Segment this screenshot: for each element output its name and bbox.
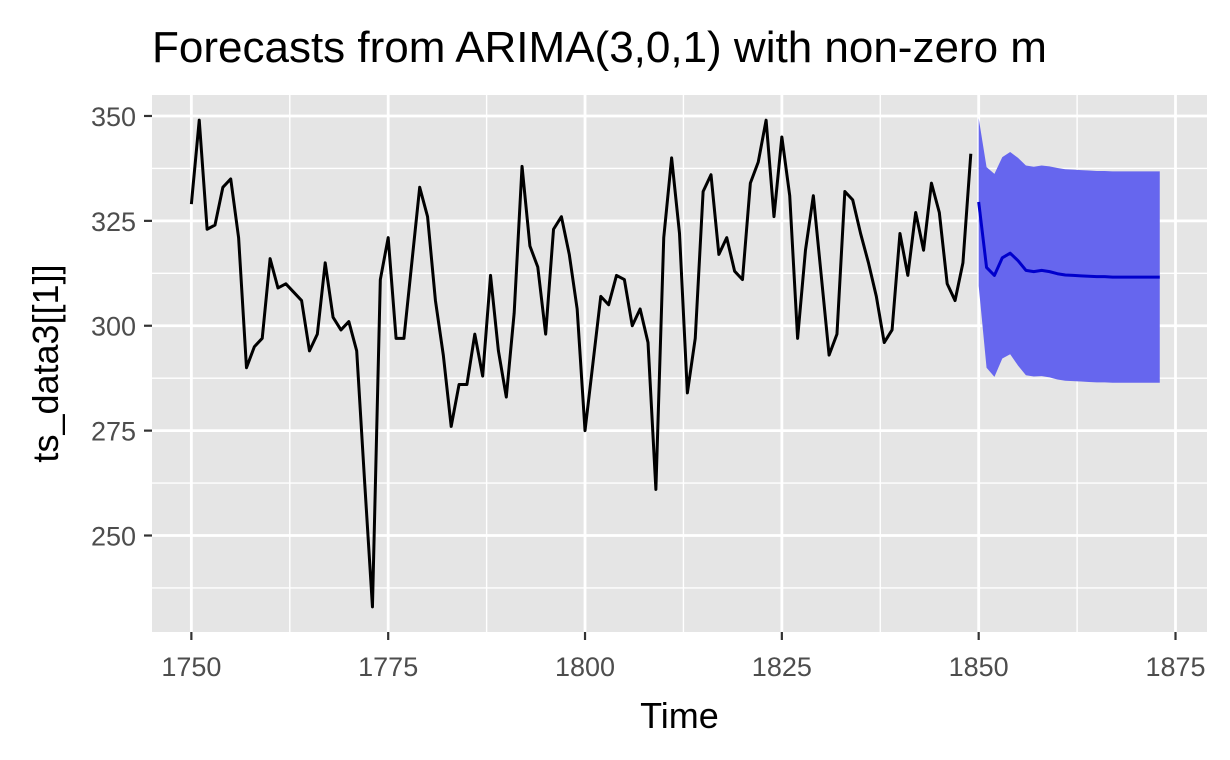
series-lines-layer bbox=[189, 118, 1160, 609]
forecast-mean-line bbox=[977, 201, 1160, 279]
y-axis: 250 275 300 325 350 bbox=[91, 102, 152, 552]
chart-title: Forecasts from ARIMA(3,0,1) with non-zer… bbox=[152, 23, 1047, 72]
y-tick-label: 325 bbox=[91, 207, 136, 237]
x-tick-label: 1875 bbox=[1145, 652, 1205, 682]
y-tick-label: 350 bbox=[91, 102, 136, 132]
y-axis-title: ts_data3[[1]] bbox=[25, 264, 66, 462]
x-tick-label: 1775 bbox=[358, 652, 418, 682]
y-tick-label: 250 bbox=[91, 522, 136, 552]
prediction-interval-band bbox=[978, 118, 1160, 383]
y-tick-label: 300 bbox=[91, 312, 136, 342]
observed-series-line bbox=[189, 118, 973, 609]
x-axis-title: Time bbox=[640, 695, 719, 736]
y-tick-label: 275 bbox=[91, 417, 136, 447]
x-tick-label: 1850 bbox=[949, 652, 1009, 682]
x-tick-label: 1800 bbox=[555, 652, 615, 682]
x-tick-label: 1750 bbox=[161, 652, 221, 682]
x-axis: 1750 1775 1800 1825 1850 1875 bbox=[161, 632, 1206, 682]
x-tick-label: 1825 bbox=[752, 652, 812, 682]
prediction-interval-layer bbox=[978, 118, 1160, 383]
